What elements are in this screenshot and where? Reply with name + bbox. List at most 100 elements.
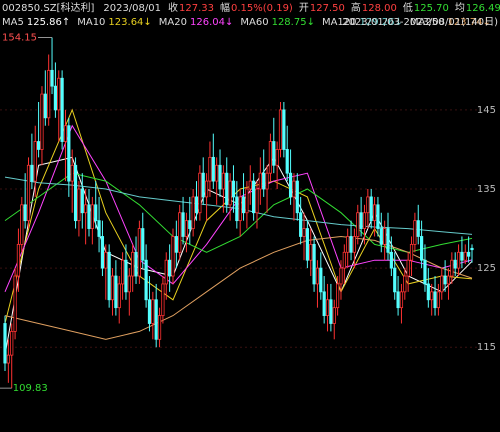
candle-body: [84, 204, 88, 214]
header-text: 123.74↓: [447, 17, 490, 28]
candle-body: [218, 164, 222, 190]
candle-body: [40, 93, 44, 150]
header-text: MA10: [77, 17, 105, 28]
candle-body: [127, 275, 131, 293]
candle-body: [208, 156, 212, 182]
candle-body: [409, 243, 414, 261]
candle-body: [97, 220, 101, 237]
candle-body: [312, 243, 316, 285]
candle-body: [349, 236, 353, 253]
candle-body: [144, 259, 148, 301]
candle-body: [104, 251, 108, 269]
candle-body: [147, 299, 152, 324]
candle-body: [386, 228, 390, 253]
candle-body: [252, 180, 256, 214]
header-text: 129.26↓: [360, 17, 403, 28]
candle-body: [47, 69, 51, 119]
candle-body: [383, 228, 387, 245]
candle-body: [467, 251, 471, 257]
candle-body: [430, 291, 434, 301]
candle-body: [231, 180, 236, 198]
header-text: 低: [403, 1, 413, 14]
candle-body: [73, 164, 78, 222]
candle-body: [406, 259, 410, 277]
candle-body: [36, 141, 41, 150]
candle-body: [100, 236, 105, 269]
header-text: MA120: [322, 17, 357, 28]
candle-body: [399, 291, 404, 309]
header-text: 125.70: [414, 3, 449, 14]
candle-body: [443, 275, 447, 285]
header-text: MA60: [240, 17, 268, 28]
header-text: 126.04↓: [190, 17, 233, 28]
candle-body: [315, 267, 320, 285]
candle-body: [225, 172, 229, 206]
header-text: 0.15%(0.19): [231, 3, 293, 14]
candle-body: [60, 77, 64, 142]
candle-body: [204, 180, 209, 198]
candle-body: [201, 172, 205, 198]
candle-body: [137, 228, 141, 277]
candle-body: [285, 149, 289, 174]
candle-body: [440, 275, 444, 293]
candle-body: [456, 251, 461, 269]
candle-body: [346, 236, 350, 253]
y-tick-label: 145: [477, 105, 496, 116]
header-text: 123.64↓: [108, 17, 151, 28]
candle-body: [426, 283, 430, 301]
candle-body: [339, 267, 343, 285]
candle-body: [188, 220, 192, 229]
candle-body: [436, 291, 441, 309]
header-text: 002850.SZ[科达利]: [2, 1, 94, 14]
candle-body: [94, 204, 98, 222]
candle-body: [288, 172, 293, 198]
candle-body: [319, 267, 323, 293]
candle-body: [87, 204, 91, 229]
header-text: 128.75↓: [272, 17, 315, 28]
ma-line: [4, 172, 473, 253]
candle-body: [322, 291, 326, 316]
y-tick-label: 135: [477, 184, 496, 195]
candle-body: [416, 220, 420, 237]
candle-body: [67, 125, 71, 182]
candle-body: [53, 85, 57, 111]
candle-body: [332, 307, 336, 324]
candle-body: [235, 196, 239, 222]
candle-body: [43, 93, 47, 119]
candle-body: [80, 188, 84, 214]
candle-body: [272, 141, 276, 166]
candle-body: [433, 291, 437, 309]
candle-body: [372, 204, 377, 222]
header-text: 收: [168, 1, 178, 14]
candle-body: [221, 172, 225, 190]
candle-body: [50, 69, 54, 87]
candle-body: [362, 212, 367, 229]
candle-body: [329, 299, 333, 324]
candle-body: [164, 259, 168, 285]
candle-body: [413, 220, 417, 245]
candle-body: [309, 243, 313, 261]
candle-body: [366, 196, 370, 214]
header-text: 126.49: [466, 3, 500, 14]
candle-body: [359, 212, 363, 229]
candle-body: [181, 212, 185, 237]
y-tick-label: 115: [477, 342, 496, 353]
candle-body: [241, 196, 246, 214]
candle-body: [154, 299, 158, 340]
candle-body: [446, 275, 451, 285]
candle-body: [20, 204, 24, 245]
candle-body: [275, 149, 279, 166]
header-text: 2023/08/01: [103, 3, 161, 14]
candle-body: [356, 212, 360, 237]
candle-body: [453, 259, 457, 269]
candle-body: [198, 172, 202, 214]
candle-body: [63, 125, 68, 142]
candle-body: [134, 251, 138, 277]
candle-body: [141, 228, 145, 261]
candle-body: [184, 220, 189, 237]
candle-body: [282, 109, 286, 150]
y-tick-label: 125: [477, 263, 496, 274]
candle-body: [245, 188, 249, 214]
